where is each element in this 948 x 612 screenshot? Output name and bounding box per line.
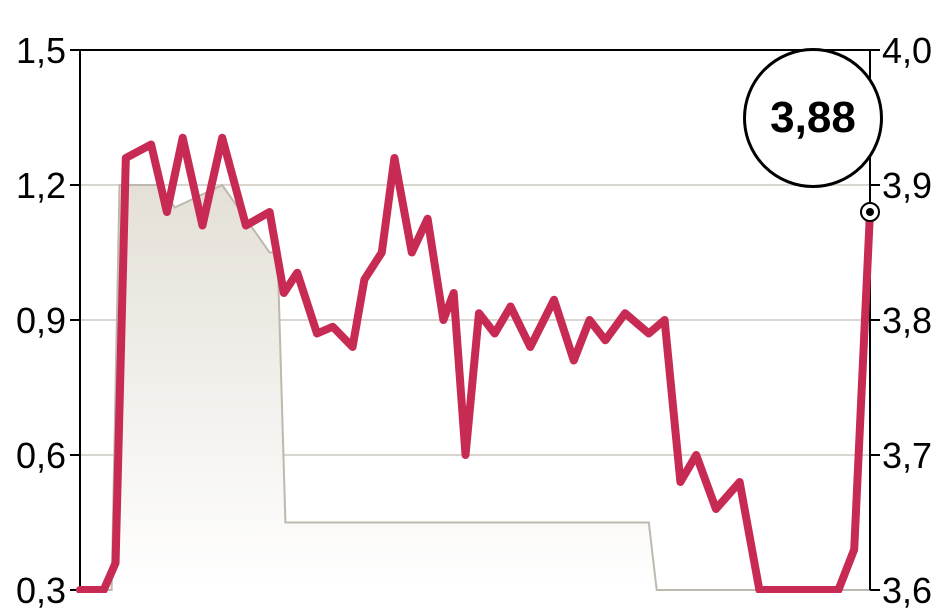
- left-axis-tick-label: 0,6: [16, 435, 66, 477]
- value-callout: 3,88: [743, 48, 883, 188]
- right-axis-tick-label: 4,0: [882, 30, 932, 72]
- left-axis-tick-label: 1,5: [16, 30, 66, 72]
- chart-container: 1,51,20,90,60,3 4,03,93,83,73,6 3,88: [0, 0, 948, 593]
- right-axis-tick-label: 3,8: [882, 300, 932, 342]
- value-callout-label: 3,88: [770, 93, 856, 143]
- left-axis-tick-label: 0,9: [16, 300, 66, 342]
- right-axis-tick-label: 3,7: [882, 435, 932, 477]
- right-axis-tick-label: 3,6: [882, 570, 932, 612]
- right-axis-tick-label: 3,9: [882, 165, 932, 207]
- left-axis-tick-label: 1,2: [16, 165, 66, 207]
- left-axis-tick-label: 0,3: [16, 570, 66, 612]
